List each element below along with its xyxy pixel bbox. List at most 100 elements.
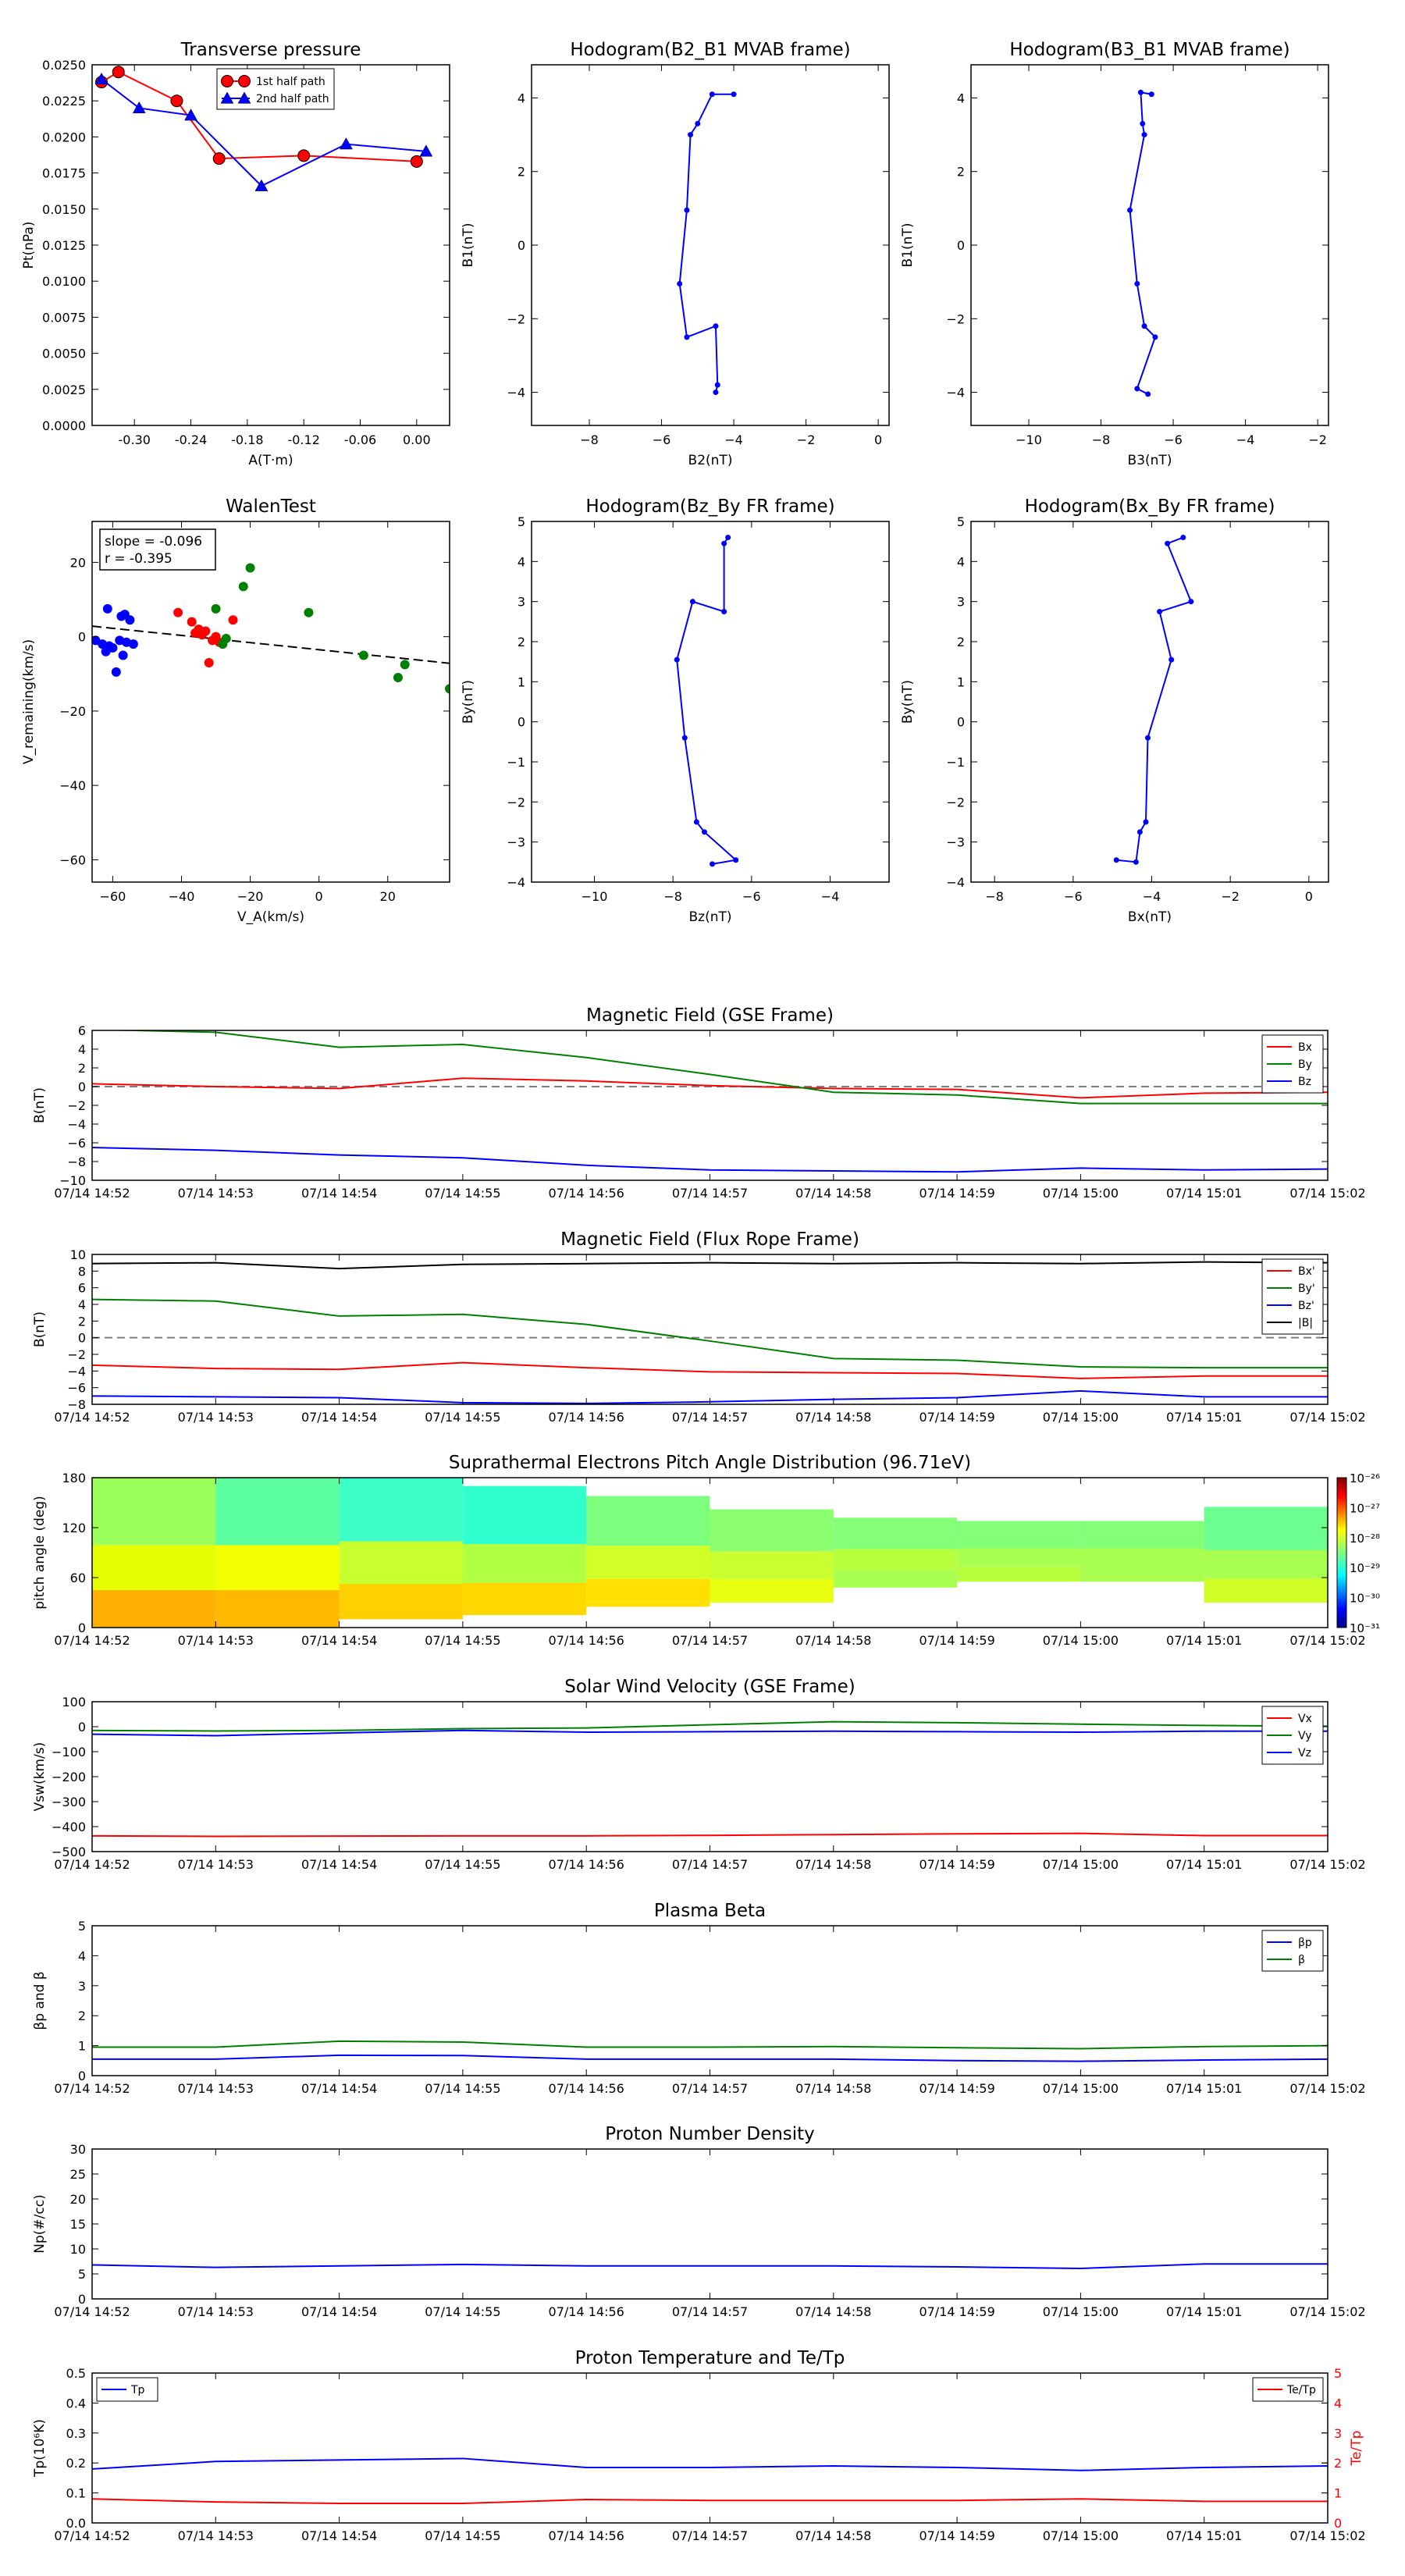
- y-tick-label: 2: [957, 165, 965, 180]
- time-tick-label: 07/14 15:02: [1289, 2304, 1365, 2319]
- time-tick-label: 07/14 15:00: [1043, 2081, 1119, 2096]
- series-marker: [684, 207, 690, 213]
- time-tick-label: 07/14 14:56: [549, 2528, 624, 2543]
- x-tick-label: −40: [169, 889, 195, 904]
- plot-area: [1127, 89, 1158, 397]
- chart-beta: Plasma Beta 0 1 2 3 4 5 07/14 14:52 07/14 14:53 0…: [32, 1901, 1366, 2096]
- scatter-point: [245, 563, 255, 573]
- time-tick-label: 07/14 14:53: [178, 2528, 254, 2543]
- x-tick-label: 20: [380, 889, 396, 904]
- y-tick-label: 20: [70, 2192, 86, 2207]
- y-axis-label: Np(#/cc): [32, 2194, 48, 2253]
- legend-label: βp: [1298, 1937, 1312, 1949]
- y-tick-label: −6: [67, 1381, 86, 1396]
- legend-marker: [238, 75, 251, 87]
- series-marker: [689, 599, 695, 605]
- scatter-point: [118, 650, 128, 660]
- time-tick-label: 07/14 14:56: [549, 1410, 624, 1425]
- legend-label: By: [1298, 1059, 1312, 1071]
- y-tick-label: 0.5: [66, 2366, 86, 2381]
- scatter-point: [173, 607, 183, 617]
- time-tick-label: 07/14 14:58: [795, 1186, 871, 1201]
- legend-marker: [220, 91, 234, 104]
- time-tick-label: 07/14 14:54: [301, 1857, 377, 1872]
- chart-title-title: Hodogram(Bx_By FR frame): [1025, 496, 1275, 517]
- series-marker: [419, 144, 433, 157]
- y-tick-label: −6: [67, 1136, 86, 1151]
- heatmap-cell: [1080, 1521, 1204, 1549]
- time-tick-label: 07/14 15:00: [1043, 2528, 1119, 2543]
- chart-title-title: Proton Number Density: [605, 2124, 815, 2144]
- y-tick-label: 0.0175: [42, 166, 86, 181]
- colorbar: [1336, 1477, 1347, 1628]
- time-tick-label: 07/14 14:54: [301, 1186, 377, 1201]
- y-tick-label: 0.2: [66, 2456, 86, 2471]
- chart-title-title: Magnetic Field (Flux Rope Frame): [560, 1229, 859, 1250]
- series-marker: [1148, 91, 1154, 98]
- series-line-0: [1116, 536, 1193, 863]
- heatmap-cell: [92, 1478, 216, 1546]
- time-tick-label: 07/14 15:01: [1166, 2081, 1242, 2096]
- series-line-Bx: [92, 1361, 1328, 1379]
- y-tick-label: −2: [67, 1098, 86, 1113]
- plot-area: [92, 2263, 1328, 2269]
- y-tick-label: −8: [67, 1155, 86, 1169]
- series-line-Bz: [92, 1147, 1328, 1173]
- y-tick-label: 0.0000: [42, 418, 86, 433]
- y-tick-label-right: 0: [1334, 2516, 1342, 2531]
- legend-box: [216, 68, 335, 110]
- time-tick-label: 07/14 15:02: [1289, 2528, 1365, 2543]
- heatmap-cell: [1204, 1550, 1328, 1579]
- y-tick-label: −4: [946, 875, 965, 890]
- walen-frame: [91, 521, 450, 883]
- y-tick-label: 0.0075: [42, 310, 86, 325]
- series-line-By: [92, 1298, 1328, 1369]
- y-axis-label-right: Te/Tp: [1349, 2431, 1364, 2467]
- scatter-point: [304, 607, 314, 617]
- series-line-0: [678, 93, 735, 393]
- heatmap-cell: [957, 1521, 1081, 1549]
- x-tick-label: -0.12: [287, 432, 319, 447]
- plot-area: [92, 1261, 1328, 1404]
- scatter-point: [238, 582, 248, 592]
- series-line-Vx: [92, 1832, 1328, 1838]
- plot-area: [92, 1030, 1328, 1173]
- x-tick-label: 0.00: [403, 432, 431, 447]
- chart-title-title: Hodogram(Bz_By FR frame): [585, 496, 834, 517]
- chart-title-title: WalenTest: [226, 496, 316, 517]
- x-tick-label: 0: [874, 432, 882, 447]
- y-tick-label: 0.0225: [42, 94, 86, 109]
- y-tick-label: −3: [946, 835, 965, 850]
- chart-pad: Suprathermal Electrons Pitch Angle Distr…: [32, 1453, 1380, 1648]
- series-marker: [713, 390, 719, 396]
- scatter-point: [111, 667, 121, 677]
- chart-tp: Transverse pressure 0.0000 0.0025 0.0050 0.0…: [21, 40, 450, 468]
- y-tick-label-right: 3: [1334, 2426, 1342, 2441]
- legend-label: Bx': [1298, 1265, 1315, 1278]
- scatter-point: [228, 615, 238, 625]
- x-tick-label: 0: [1305, 889, 1313, 904]
- time-tick-label: 07/14 14:57: [672, 1857, 748, 1872]
- y-tick-label: 30: [70, 2142, 86, 2157]
- series-marker: [1143, 819, 1149, 825]
- y-tick-label: −100: [52, 1745, 86, 1759]
- time-tick-label: 07/14 14:56: [549, 1857, 624, 1872]
- scatter-point: [201, 626, 211, 636]
- scatter-point: [128, 639, 138, 649]
- series-line-By: [98, 1030, 1328, 1105]
- y-tick-label: −4: [507, 386, 525, 400]
- y-tick-label: −2: [507, 795, 525, 809]
- y-tick-label: 6: [78, 1023, 86, 1038]
- heatmap-cell: [462, 1485, 587, 1545]
- chart-title-title: Hodogram(B3_B1 MVAB frame): [1009, 40, 1289, 60]
- time-tick-label: 07/14 14:55: [425, 1857, 500, 1872]
- y-tick-label: −500: [52, 1845, 86, 1859]
- legend-box: [1261, 1930, 1324, 1972]
- y-tick-label: 120: [62, 1521, 86, 1535]
- heatmap-cell: [833, 1570, 958, 1588]
- y-tick-label: −60: [59, 852, 86, 867]
- x-axis-label: B3(nT): [1128, 453, 1172, 468]
- heatmap-cell: [710, 1551, 834, 1580]
- x-tick-label: −20: [237, 889, 264, 904]
- time-tick-label: 07/14 14:55: [425, 1410, 500, 1425]
